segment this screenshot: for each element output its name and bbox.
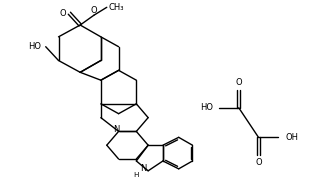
Text: N: N bbox=[113, 125, 120, 134]
Text: OH: OH bbox=[285, 133, 299, 142]
Text: N: N bbox=[140, 164, 146, 173]
Text: O: O bbox=[235, 78, 242, 87]
Text: HO: HO bbox=[28, 42, 41, 51]
Text: HO: HO bbox=[200, 103, 213, 112]
Text: O: O bbox=[255, 158, 262, 167]
Text: CH₃: CH₃ bbox=[109, 3, 125, 12]
Text: O: O bbox=[59, 9, 66, 18]
Text: H: H bbox=[134, 172, 139, 178]
Text: O: O bbox=[91, 6, 97, 15]
